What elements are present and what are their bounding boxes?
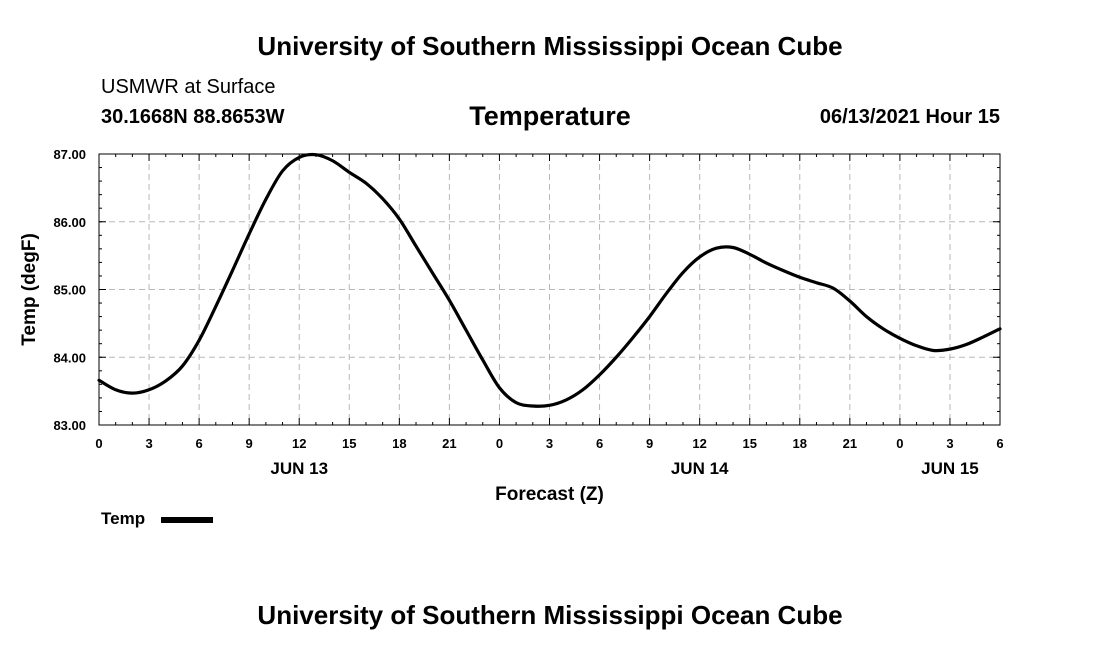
x-tick-label: 6 [596,436,603,451]
station-label: USMWR at Surface [101,76,276,98]
x-tick-label: 12 [692,436,706,451]
y-tick-label: 86.00 [53,215,86,230]
y-tick-label: 87.00 [53,147,86,162]
x-tick-label: 3 [546,436,553,451]
x-tick-label: 18 [793,436,807,451]
legend-swatch [161,517,213,523]
x-tick-label: 9 [246,436,253,451]
temp-series-line [97,152,1002,408]
top-title: University of Southern Mississippi Ocean… [257,31,843,61]
station-coordinates: 30.1668N 88.8653W [101,106,285,128]
plot-frame [98,153,1001,426]
y-tick-label: 85.00 [53,283,86,298]
x-axis-title: Forecast (Z) [495,484,604,505]
bottom-title: University of Southern Mississippi Ocean… [257,600,843,630]
x-tick-label: 15 [342,436,356,451]
x-tick-label: 6 [195,436,202,451]
x-tick-label: 0 [496,436,503,451]
date-label: JUN 15 [921,459,979,478]
chart-title: Temperature [469,101,631,131]
x-tick-label: 6 [996,436,1003,451]
x-tick-label: 3 [946,436,953,451]
date-label: JUN 14 [671,459,729,478]
y-tick-label: 83.00 [53,418,86,433]
tick-labels: 0 3 6 9 12 15 18 21 0 3 6 9 12 15 18 21 0 3 6 83.00 84.00 85.… [53,147,1003,478]
x-tick-label: 15 [742,436,756,451]
x-tick-label: 0 [95,436,102,451]
x-tick-label: 0 [896,436,903,451]
y-tick-label: 84.00 [53,350,86,365]
x-tick-label: 21 [442,436,456,451]
grid [99,154,1000,425]
date-label: JUN 13 [270,459,328,478]
legend-label: Temp [101,509,146,528]
x-tick-label: 21 [843,436,857,451]
x-tick-label: 9 [646,436,653,451]
series-layer [97,152,1002,408]
forecast-datetime: 06/13/2021 Hour 15 [819,106,1000,128]
x-tick-label: 3 [145,436,152,451]
y-axis-title: Temp (degF) [19,233,40,346]
x-tick-label: 18 [392,436,406,451]
x-tick-label: 12 [292,436,306,451]
